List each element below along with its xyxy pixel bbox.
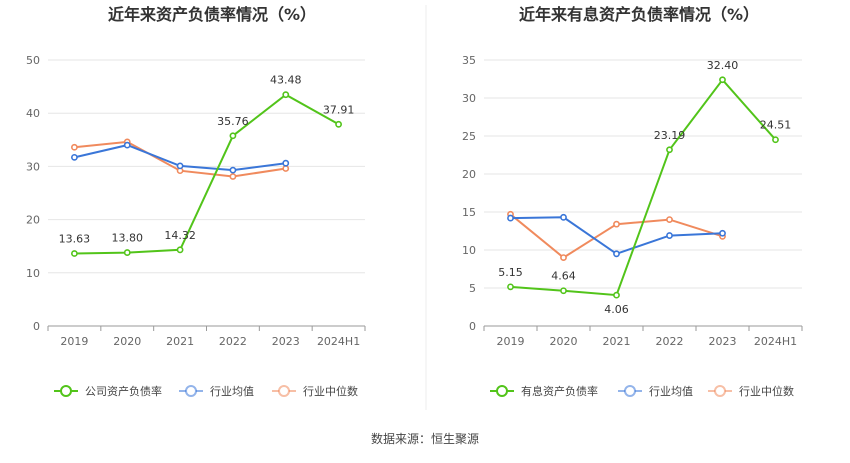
data-point-company bbox=[613, 291, 620, 299]
x-tick-label: 2022 bbox=[656, 335, 684, 348]
series-line-company bbox=[510, 78, 777, 297]
data-point-company bbox=[560, 287, 567, 295]
legend-label: 行业均值 bbox=[210, 385, 254, 398]
x-tick-label: 2024H1 bbox=[754, 335, 797, 348]
data-label: 13.80 bbox=[112, 232, 144, 245]
data-point-industry_avg bbox=[71, 153, 78, 161]
legend-item-industry_median[interactable]: 行业中位数 bbox=[708, 384, 794, 398]
y-tick-label: 25 bbox=[462, 130, 476, 143]
y-tick-label: 20 bbox=[462, 168, 476, 181]
data-label: 5.15 bbox=[498, 266, 523, 279]
x-tick-label: 2021 bbox=[166, 335, 194, 348]
y-tick-label: 0 bbox=[33, 320, 40, 333]
legend-marker bbox=[278, 385, 290, 397]
x-tick-label: 2023 bbox=[272, 335, 300, 348]
data-point-industry_avg bbox=[719, 229, 726, 237]
data-label: 23.19 bbox=[654, 129, 686, 142]
series-line-company bbox=[74, 93, 340, 255]
y-tick-label: 0 bbox=[469, 320, 476, 333]
data-point-industry_median bbox=[560, 254, 567, 261]
legend-marker bbox=[714, 385, 726, 397]
y-tick-label: 50 bbox=[26, 54, 40, 67]
chart-title: 近年来有息资产负债率情况（%） bbox=[519, 5, 759, 24]
y-tick-label: 40 bbox=[26, 107, 40, 120]
y-tick-label: 35 bbox=[462, 54, 476, 67]
data-point-company bbox=[229, 132, 237, 140]
data-point-industry_avg bbox=[176, 162, 184, 170]
data-label: 4.06 bbox=[604, 303, 629, 316]
data-point-industry_avg bbox=[123, 141, 131, 149]
data-point-industry_avg bbox=[666, 232, 673, 239]
chart-title: 近年来资产负债率情况（%） bbox=[108, 5, 316, 24]
data-point-company bbox=[772, 136, 779, 144]
data-point-industry_avg bbox=[507, 214, 514, 222]
data-point-industry_median bbox=[613, 220, 620, 228]
data-point-industry_median bbox=[229, 173, 237, 180]
y-tick-label: 10 bbox=[26, 267, 40, 280]
data-point-company bbox=[71, 250, 78, 257]
x-tick-label: 2023 bbox=[709, 335, 737, 348]
x-tick-label: 2019 bbox=[60, 335, 88, 348]
legend-marker bbox=[60, 385, 72, 397]
data-point-company bbox=[335, 120, 342, 128]
data-label: 37.91 bbox=[323, 103, 355, 116]
data-label: 43.48 bbox=[270, 74, 302, 87]
y-tick-label: 15 bbox=[462, 206, 476, 219]
legend-item-industry_avg[interactable]: 行业均值 bbox=[618, 385, 693, 398]
data-point-company bbox=[123, 249, 131, 256]
legend-item-company[interactable]: 公司资产负债率 bbox=[54, 384, 162, 398]
data-label: 13.63 bbox=[59, 232, 91, 245]
legend-item-industry_median[interactable]: 行业中位数 bbox=[272, 384, 358, 398]
data-point-industry_median bbox=[282, 165, 290, 172]
y-tick-label: 20 bbox=[26, 214, 40, 227]
data-label: 32.40 bbox=[707, 59, 739, 72]
y-tick-label: 30 bbox=[462, 92, 476, 105]
x-tick-label: 2020 bbox=[113, 335, 141, 348]
data-point-company bbox=[666, 146, 673, 154]
legend-label: 行业中位数 bbox=[303, 384, 358, 398]
x-tick-label: 2022 bbox=[219, 335, 247, 348]
data-label: 35.76 bbox=[217, 115, 249, 128]
y-tick-label: 5 bbox=[469, 282, 476, 295]
legend-label: 公司资产负债率 bbox=[85, 384, 162, 398]
legend-label: 行业均值 bbox=[649, 385, 693, 398]
legend-label: 行业中位数 bbox=[739, 384, 794, 398]
y-tick-label: 30 bbox=[26, 160, 40, 173]
data-point-company bbox=[176, 246, 184, 254]
x-tick-label: 2021 bbox=[603, 335, 631, 348]
legend-marker bbox=[185, 385, 197, 397]
data-label: 4.64 bbox=[551, 270, 576, 283]
data-point-company bbox=[719, 76, 726, 84]
data-point-industry_avg bbox=[560, 213, 567, 221]
legend-item-company[interactable]: 有息资产负债率 bbox=[490, 384, 598, 398]
legend-label: 有息资产负债率 bbox=[521, 384, 598, 398]
legend-marker bbox=[624, 385, 636, 397]
y-tick-label: 10 bbox=[462, 244, 476, 257]
legend-item-industry_avg[interactable]: 行业均值 bbox=[179, 385, 254, 398]
data-label: 24.51 bbox=[760, 119, 792, 132]
data-point-industry_avg bbox=[613, 250, 620, 258]
data-point-company bbox=[282, 91, 290, 99]
x-tick-label: 2024H1 bbox=[317, 335, 360, 348]
source-note: 数据来源：恒生聚源 bbox=[371, 431, 479, 446]
legend-marker bbox=[496, 385, 508, 397]
data-label: 14.32 bbox=[164, 229, 196, 242]
x-tick-label: 2019 bbox=[497, 335, 525, 348]
x-tick-label: 2020 bbox=[550, 335, 578, 348]
data-point-industry_avg bbox=[282, 159, 290, 167]
chart-panel-1: 近年来资产负债率情况（%） 0 10 20 30 40 50 2019 2020 2021 2022… bbox=[26, 5, 366, 398]
data-point-industry_median bbox=[71, 143, 78, 151]
chart-panel-2: 近年来有息资产负债率情况（%） 0 5 10 15 20 25 30 35 2019 2020 202… bbox=[462, 5, 803, 398]
data-point-industry_median bbox=[666, 216, 673, 223]
data-point-company bbox=[507, 283, 514, 291]
data-point-industry_avg bbox=[229, 166, 237, 174]
